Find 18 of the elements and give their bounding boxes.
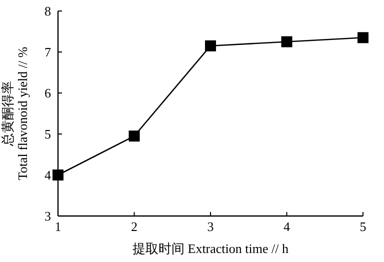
point bbox=[128, 130, 140, 142]
x-tick-label: 3 bbox=[207, 219, 214, 234]
point bbox=[205, 40, 216, 52]
x-tick-label: 1 bbox=[54, 219, 62, 234]
x-tick-label: 2 bbox=[131, 219, 138, 234]
y-tick-label: 7 bbox=[44, 44, 52, 60]
y-tick-label: 8 bbox=[44, 4, 51, 18]
x-tick-label: 5 bbox=[360, 219, 366, 234]
point bbox=[358, 32, 368, 44]
y-tick-label: 6 bbox=[44, 86, 52, 100]
x-axis-title: 提取时间 Extraction time // h bbox=[132, 241, 289, 256]
x-tick-label: 4 bbox=[284, 219, 290, 234]
y-axis-title: 总黄酮得率 Total flavonoid yield // % bbox=[0, 46, 30, 180]
point bbox=[281, 36, 292, 48]
y-tick-label: 4 bbox=[44, 168, 52, 182]
point bbox=[52, 170, 64, 180]
y-tick-label: 3 bbox=[44, 208, 51, 224]
y-tick-label: 5 bbox=[44, 126, 51, 142]
